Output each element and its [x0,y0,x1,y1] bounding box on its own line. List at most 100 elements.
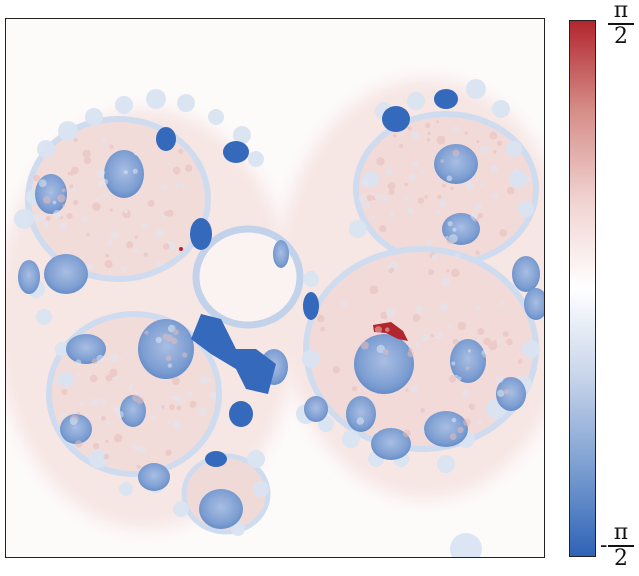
granule [407,126,412,131]
phase-colorbar [569,20,596,557]
granule [38,179,47,188]
granule [384,168,393,176]
granule [479,182,484,187]
granule [497,140,503,146]
granule [129,383,134,388]
granule [363,202,371,210]
granule [126,241,134,249]
granule [79,401,85,407]
granule [74,440,83,448]
fraction-bar [608,23,634,25]
granule [182,352,188,358]
granule [356,417,364,425]
granule [134,248,140,254]
granule [154,229,164,238]
granule [447,221,453,227]
granule [185,164,193,172]
granule [96,170,104,178]
granule [55,379,60,384]
granule [125,350,129,354]
colorbar-max-label: π 2 [604,0,638,48]
granule [452,149,460,157]
granule [424,194,428,199]
cytoplasm-texture [33,120,532,470]
granule [441,278,451,287]
granule [98,416,102,420]
granule [436,120,440,124]
granule [466,181,475,190]
granule [209,392,217,400]
granule [457,321,467,331]
granule [167,324,176,333]
granule [497,338,503,344]
granule [358,194,367,203]
granule [91,358,98,365]
granule [189,400,197,408]
granule [75,372,80,377]
granule [461,389,470,398]
colorbar-min-label: - π 2 [600,520,638,570]
granule [381,194,389,202]
granule [421,429,425,434]
nuclei [18,144,544,529]
granule [483,337,491,346]
granule [440,159,445,164]
granule [402,429,411,438]
granule [109,144,114,149]
granule [489,131,498,140]
granule [476,305,482,311]
granule [110,464,114,468]
granule [134,235,138,239]
granule [499,229,508,237]
granule [497,389,505,397]
granule [155,336,162,344]
granule [451,268,460,278]
granule [465,366,470,371]
granule [133,444,140,452]
granule [104,260,113,269]
granule [360,341,369,350]
granule [463,418,471,427]
granule [399,143,404,149]
granule [426,239,433,246]
granule [61,188,66,193]
granule [475,250,480,255]
granule [59,222,67,230]
granule [407,207,414,215]
granule [425,122,431,128]
colorbar-min-numerator: π [613,520,629,545]
granule [133,151,138,156]
granule [59,215,63,220]
granule [134,390,140,396]
granule [420,333,429,342]
granule [131,443,135,448]
granule [105,374,113,382]
granule [161,184,168,190]
granule [379,224,387,233]
granule [352,386,358,392]
granule [124,210,128,214]
granule [317,315,325,323]
granule [102,178,109,185]
granule [69,417,78,426]
granule [431,254,438,260]
granule [466,408,471,412]
granule [517,359,523,364]
granule [164,210,170,217]
granule [73,137,78,143]
granule [105,439,109,443]
dark-phase-spots [156,89,458,467]
granule [82,149,91,159]
granule [199,375,209,385]
granule [417,197,424,204]
granule [139,446,147,454]
granule [495,374,504,384]
granule [175,183,179,188]
granule [101,138,107,143]
granule [71,166,79,175]
granule [412,314,421,322]
granule [490,164,499,173]
granule [428,269,434,276]
granule [385,308,395,318]
granule [91,202,101,212]
